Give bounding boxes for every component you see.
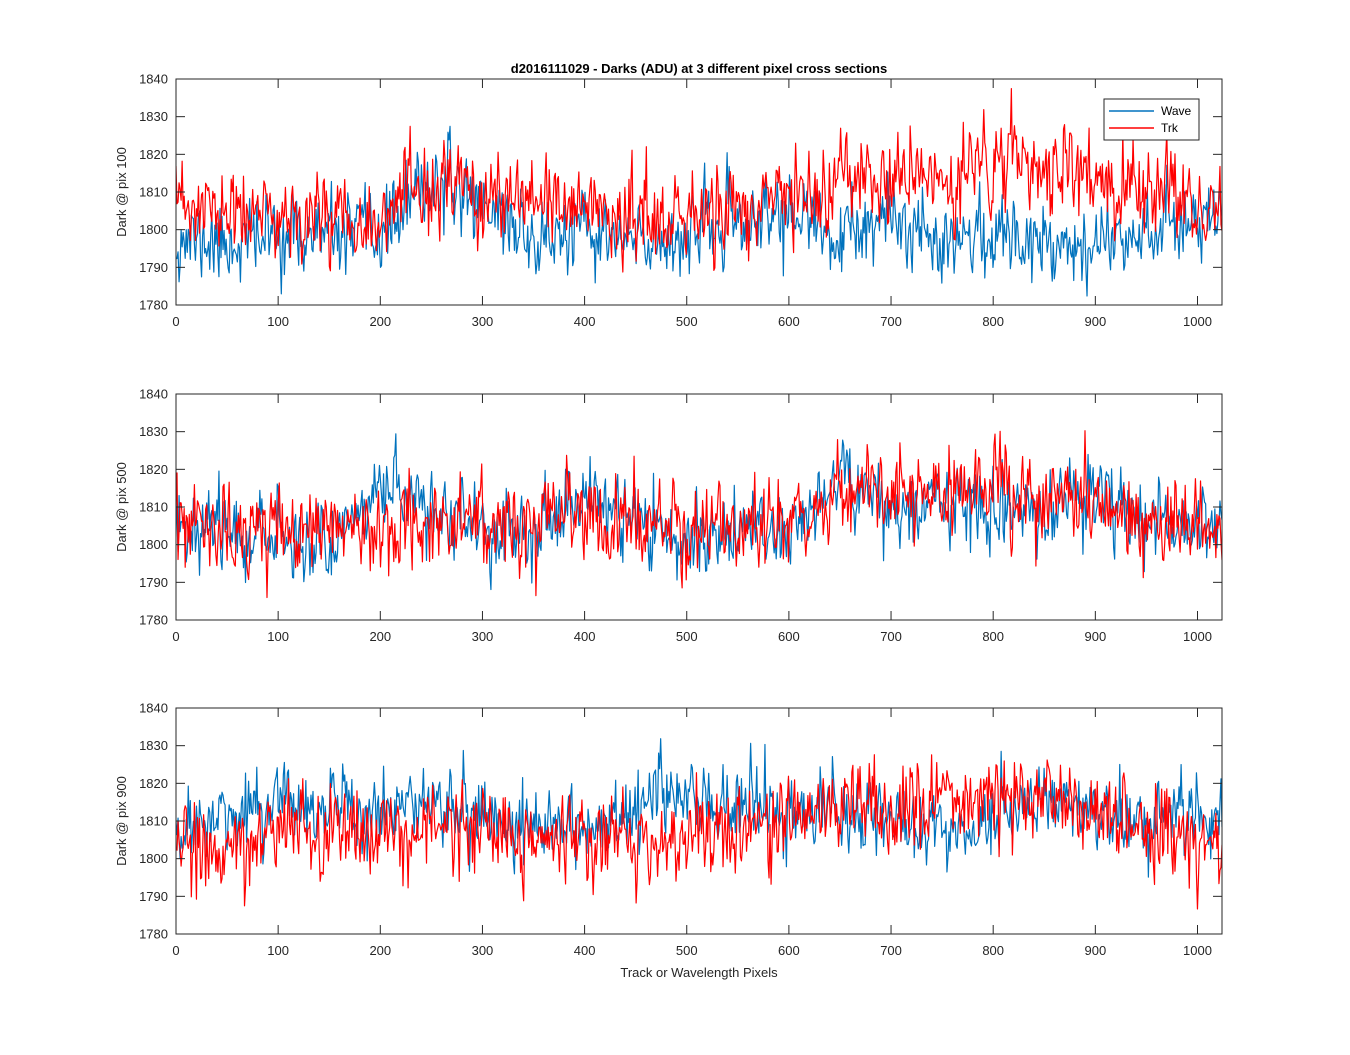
x-tick-label: 100 [267, 314, 289, 329]
series-line-trk [176, 88, 1222, 273]
y-tick-label: 1810 [139, 814, 168, 829]
panel-1: 0 100 200 300 400 500 600 700 800 900 1000 1780 1790… [114, 72, 1223, 329]
y-tick-label: 1800 [139, 222, 168, 237]
y-tick-label: 1820 [139, 776, 168, 791]
x-tick-label: 400 [574, 314, 596, 329]
x-tick-label: 900 [1084, 943, 1106, 958]
series-line-trk [176, 754, 1222, 910]
x-tick-label: 300 [472, 629, 494, 644]
series-line-trk [176, 430, 1222, 599]
x-tick-label: 800 [982, 314, 1004, 329]
panels: 0 100 200 300 400 500 600 700 800 900 100017801790… [114, 72, 1223, 958]
y-tick-label: 1840 [139, 72, 168, 87]
x-tick-label: 700 [880, 314, 902, 329]
y-tick-label: 1830 [139, 109, 168, 124]
x-tick-label: 300 [472, 314, 494, 329]
x-tick-label: 500 [676, 314, 698, 329]
y-tick-label: 1790 [139, 575, 168, 590]
x-tick-label: 200 [369, 314, 391, 329]
y-axis-label: Dark @ pix 500 [114, 462, 129, 552]
figure-title: d2016111029 - Darks (ADU) at 3 different… [511, 61, 887, 76]
y-tick-label: 1790 [139, 889, 168, 904]
x-tick-label: 200 [369, 943, 391, 958]
y-tick-label: 1780 [139, 927, 168, 942]
y-tick-label: 1830 [139, 738, 168, 753]
y-tick-label: 1820 [139, 462, 168, 477]
x-tick-label: 800 [982, 629, 1004, 644]
y-tick-label: 1840 [139, 701, 168, 716]
x-tick-label: 0 [172, 314, 179, 329]
x-tick-label: 700 [880, 629, 902, 644]
x-tick-label: 300 [472, 943, 494, 958]
y-axis-label: Dark @ pix 100 [114, 147, 129, 237]
x-tick-label: 600 [778, 314, 800, 329]
x-tick-label: 0 [172, 943, 179, 958]
legend-label-wave: Wave [1161, 104, 1192, 118]
y-tick-label: 1780 [139, 613, 168, 628]
y-tick-label: 1800 [139, 851, 168, 866]
x-tick-label: 200 [369, 629, 391, 644]
y-tick-label: 1810 [139, 500, 168, 515]
x-tick-label: 500 [676, 943, 698, 958]
x-tick-label: 1000 [1183, 943, 1212, 958]
x-axis-label: Track or Wavelength Pixels [620, 965, 778, 980]
y-axis-label: Dark @ pix 900 [114, 776, 129, 866]
y-tick-label: 1840 [139, 387, 168, 402]
plot-area [176, 394, 1222, 620]
series-line-wave [176, 125, 1222, 297]
x-tick-label: 1000 [1183, 629, 1212, 644]
x-tick-label: 800 [982, 943, 1004, 958]
x-tick-label: 900 [1084, 629, 1106, 644]
legend-box [1103, 98, 1200, 141]
legend-label-trk: Trk [1161, 121, 1179, 135]
x-tick-label: 100 [267, 943, 289, 958]
x-tick-label: 100 [267, 629, 289, 644]
legend: Wave Trk [1103, 98, 1200, 141]
x-tick-label: 400 [574, 943, 596, 958]
x-tick-label: 600 [778, 943, 800, 958]
x-tick-label: 500 [676, 629, 698, 644]
x-tick-label: 700 [880, 943, 902, 958]
y-tick-label: 1800 [139, 537, 168, 552]
y-tick-label: 1830 [139, 424, 168, 439]
y-tick-label: 1790 [139, 260, 168, 275]
y-tick-label: 1810 [139, 185, 168, 200]
x-tick-label: 900 [1084, 314, 1106, 329]
x-tick-label: 600 [778, 629, 800, 644]
y-tick-label: 1820 [139, 147, 168, 162]
x-tick-label: 0 [172, 629, 179, 644]
panel-2: 0 100 200 300 400 500 600 700 800 900 1000 1780 1790… [114, 387, 1223, 644]
plot-area [176, 79, 1222, 305]
panel-3: 0 100 200 300 400 500 600 700 800 900 1000 1780 1790… [114, 701, 1223, 958]
x-tick-label: 400 [574, 629, 596, 644]
y-tick-label: 1780 [139, 298, 168, 313]
x-tick-label: 1000 [1183, 314, 1212, 329]
